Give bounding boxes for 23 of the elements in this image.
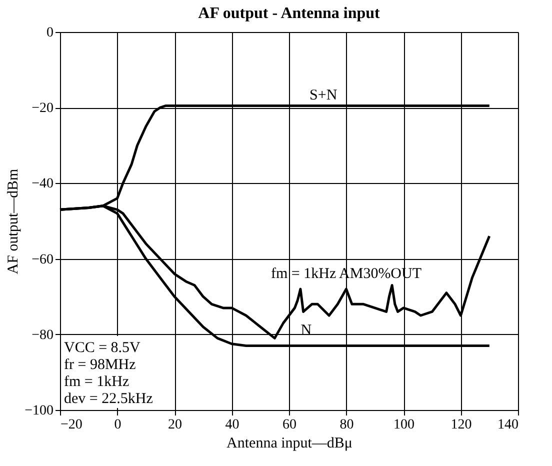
x-axis-title: Antenna input—dBμ bbox=[226, 436, 352, 452]
x-tick-label: 100 bbox=[394, 418, 414, 432]
x-tick-label: 80 bbox=[340, 418, 354, 432]
x-tick-label: 60 bbox=[282, 418, 296, 432]
y-tick-label: −20 bbox=[32, 101, 54, 116]
annotation: VCC = 8.5V bbox=[64, 340, 141, 356]
annotation: S+N bbox=[310, 88, 338, 104]
y-tick-label: −80 bbox=[32, 328, 54, 343]
x-tick-label: 20 bbox=[168, 418, 182, 432]
x-tick-label: 140 bbox=[498, 418, 518, 432]
y-tick-label: −60 bbox=[32, 252, 54, 268]
annotation: fr = 98MHz bbox=[64, 357, 136, 373]
y-axis-title: AF output—dBm bbox=[6, 168, 22, 274]
y-tick-label: −40 bbox=[32, 176, 54, 192]
annotation: fm = 1kHz bbox=[64, 374, 130, 390]
y-tick-label: −100 bbox=[24, 404, 54, 418]
x-tick-label: 0 bbox=[114, 418, 122, 432]
chart-title: AF output - Antenna input bbox=[198, 5, 381, 22]
x-tick-label: 40 bbox=[225, 418, 240, 432]
y-tick-label: 0 bbox=[46, 26, 54, 40]
x-tick-label: −20 bbox=[60, 418, 82, 432]
x-tick-label: 120 bbox=[450, 418, 472, 432]
annotation: dev = 22.5kHz bbox=[64, 391, 154, 407]
